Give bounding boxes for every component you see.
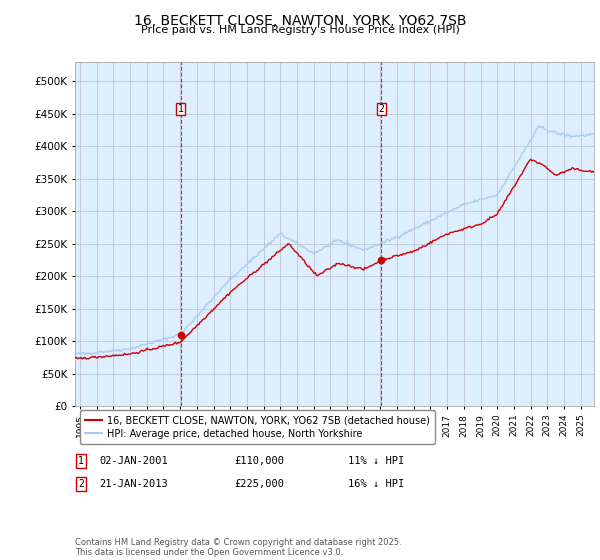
Legend: 16, BECKETT CLOSE, NAWTON, YORK, YO62 7SB (detached house), HPI: Average price, : 16, BECKETT CLOSE, NAWTON, YORK, YO62 7S… [80,410,435,444]
Text: 2: 2 [78,479,84,489]
Text: 21-JAN-2013: 21-JAN-2013 [99,479,168,489]
Text: 2: 2 [378,104,384,114]
Text: 1: 1 [78,456,84,466]
Text: £225,000: £225,000 [234,479,284,489]
Text: Contains HM Land Registry data © Crown copyright and database right 2025.
This d: Contains HM Land Registry data © Crown c… [75,538,401,557]
Text: 1: 1 [178,104,184,114]
Text: £110,000: £110,000 [234,456,284,466]
Text: 11% ↓ HPI: 11% ↓ HPI [348,456,404,466]
Text: 16% ↓ HPI: 16% ↓ HPI [348,479,404,489]
Text: 16, BECKETT CLOSE, NAWTON, YORK, YO62 7SB: 16, BECKETT CLOSE, NAWTON, YORK, YO62 7S… [134,14,466,28]
Text: Price paid vs. HM Land Registry's House Price Index (HPI): Price paid vs. HM Land Registry's House … [140,25,460,35]
Text: 02-JAN-2001: 02-JAN-2001 [99,456,168,466]
